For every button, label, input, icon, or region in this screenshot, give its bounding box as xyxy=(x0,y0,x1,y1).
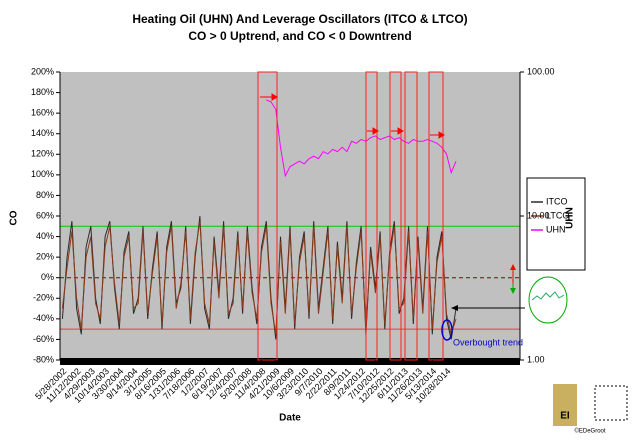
logo: EI xyxy=(560,411,570,422)
annotation: Overbought trend xyxy=(453,337,523,347)
green-circle xyxy=(528,276,568,324)
y-tick-label: 100% xyxy=(31,169,54,179)
y-tick-label: 0% xyxy=(41,272,54,282)
side-arrows xyxy=(451,264,525,311)
y2-tick-label: 10.00 xyxy=(527,210,550,220)
highlight-box xyxy=(404,71,418,361)
y-tick-label: 160% xyxy=(31,108,54,118)
y-tick-label: -60% xyxy=(33,334,54,344)
legend-label: LTCO xyxy=(546,210,569,220)
y-tick-label: 20% xyxy=(36,252,54,262)
legend-box xyxy=(526,177,586,271)
chart-subtitle: CO > 0 Uptrend, and CO < 0 Downtrend xyxy=(188,29,411,43)
y-tick-label: 200% xyxy=(31,66,54,76)
y-tick-label: -40% xyxy=(33,313,54,323)
y-tick-label: 80% xyxy=(36,190,54,200)
highlight-boxes xyxy=(257,71,444,361)
y-tick-label: 140% xyxy=(31,128,54,138)
highlight-box xyxy=(365,71,378,361)
qr-code xyxy=(594,385,628,421)
highlight-box xyxy=(257,71,278,361)
y-tick-label: 40% xyxy=(36,231,54,241)
highlight-box xyxy=(428,71,444,361)
y-tick-label: -20% xyxy=(33,293,54,303)
copyright: ©EDeGroot xyxy=(574,428,605,435)
y-axis-title: CO xyxy=(9,210,20,225)
y2-tick-label: 100.00 xyxy=(527,66,555,76)
red-arrows xyxy=(260,93,445,139)
highlight-box xyxy=(389,71,402,361)
legend-label: UHN xyxy=(546,224,566,234)
y-tick-label: -80% xyxy=(33,354,54,364)
x-axis-title: Date xyxy=(279,413,301,424)
chart-title: Heating Oil (UHN) And Leverage Oscillato… xyxy=(132,12,467,26)
plot-area xyxy=(60,72,520,360)
y2-axis-title: UHN xyxy=(565,207,576,229)
legend: ITCO LTCO UHN xyxy=(531,196,569,234)
legend-label: ITCO xyxy=(546,196,568,206)
y-tick-label: 120% xyxy=(31,149,54,159)
y2-tick-label: 1.00 xyxy=(527,354,545,364)
overbought-marker xyxy=(441,319,453,341)
y-tick-label: 60% xyxy=(36,210,54,220)
series-line xyxy=(266,99,457,178)
icon xyxy=(531,291,565,301)
logo-box xyxy=(553,384,577,426)
y-tick-label: 180% xyxy=(31,87,54,97)
